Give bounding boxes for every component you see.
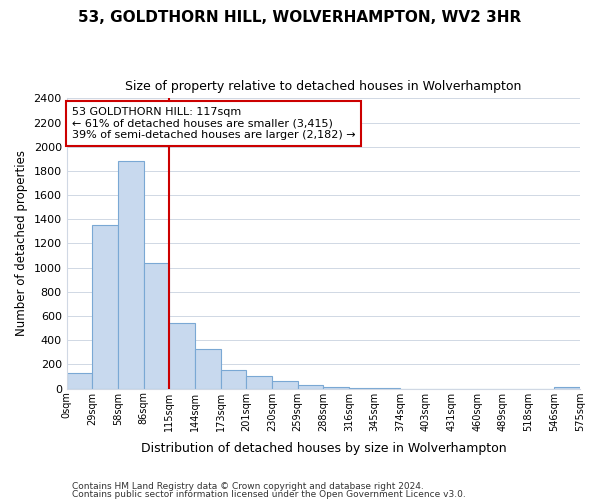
Bar [195, 348, 221, 389]
Bar [554, 387, 580, 388]
Text: Contains public sector information licensed under the Open Government Licence v3: Contains public sector information licen… [72, 490, 466, 499]
Title: Size of property relative to detached houses in Wolverhampton: Size of property relative to detached ho… [125, 80, 521, 93]
Bar [272, 382, 298, 388]
Bar [67, 374, 92, 388]
Y-axis label: Number of detached properties: Number of detached properties [15, 150, 28, 336]
Bar [221, 370, 247, 388]
Text: Contains HM Land Registry data © Crown copyright and database right 2024.: Contains HM Land Registry data © Crown c… [72, 482, 424, 491]
Bar [323, 387, 349, 388]
Bar [92, 226, 118, 388]
X-axis label: Distribution of detached houses by size in Wolverhampton: Distribution of detached houses by size … [140, 442, 506, 455]
Bar [298, 385, 323, 388]
Text: 53 GOLDTHORN HILL: 117sqm
← 61% of detached houses are smaller (3,415)
39% of se: 53 GOLDTHORN HILL: 117sqm ← 61% of detac… [72, 107, 355, 140]
Bar [247, 376, 272, 388]
Bar [169, 324, 195, 388]
Bar [143, 263, 169, 388]
Text: 53, GOLDTHORN HILL, WOLVERHAMPTON, WV2 3HR: 53, GOLDTHORN HILL, WOLVERHAMPTON, WV2 3… [79, 10, 521, 25]
Bar [118, 161, 143, 388]
